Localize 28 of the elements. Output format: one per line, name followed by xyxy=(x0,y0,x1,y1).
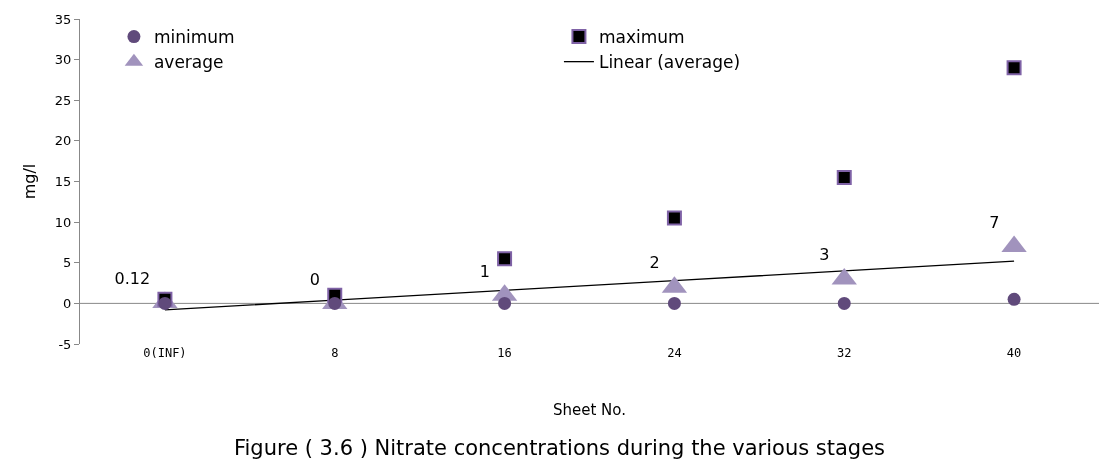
legend-label: Linear (average) xyxy=(598,52,741,73)
x-tick-label: 40 xyxy=(1006,346,1022,360)
y-tick-label: -5 xyxy=(58,336,72,352)
y-tick-label: 20 xyxy=(54,133,72,149)
x-axis-title: Sheet No. xyxy=(552,401,627,419)
x-tick-label: 8 xyxy=(331,346,339,360)
data-label: 3 xyxy=(819,245,830,265)
y-axis-title: mg/l xyxy=(19,163,39,200)
y-tick-label: 5 xyxy=(63,255,72,271)
y-tick-label: 15 xyxy=(54,174,72,190)
y-tick-label: 10 xyxy=(54,214,72,230)
data-label: 2 xyxy=(649,253,660,273)
x-tick-label: 0(INF) xyxy=(143,346,187,360)
y-tick-label: 35 xyxy=(54,11,72,27)
y-tick-label: 25 xyxy=(54,92,72,108)
legend-label: average xyxy=(153,52,224,73)
legend-label: minimum xyxy=(153,27,235,48)
data-label: 7 xyxy=(989,212,1000,232)
x-tick-label: 24 xyxy=(667,346,682,360)
text: Figure ( 3.6 ) Nitrate concentrations during the various stages xyxy=(233,436,886,461)
y-tick-label: 30 xyxy=(54,52,72,68)
x-tick-label: 16 xyxy=(497,346,512,360)
data-label: 0.12 xyxy=(114,268,151,288)
y-tick-label: 0 xyxy=(63,295,72,311)
legend-label: maximum xyxy=(598,27,685,48)
data-label: 1 xyxy=(479,261,490,281)
x-tick-label: 32 xyxy=(837,346,852,360)
data-label: 0 xyxy=(309,269,320,289)
